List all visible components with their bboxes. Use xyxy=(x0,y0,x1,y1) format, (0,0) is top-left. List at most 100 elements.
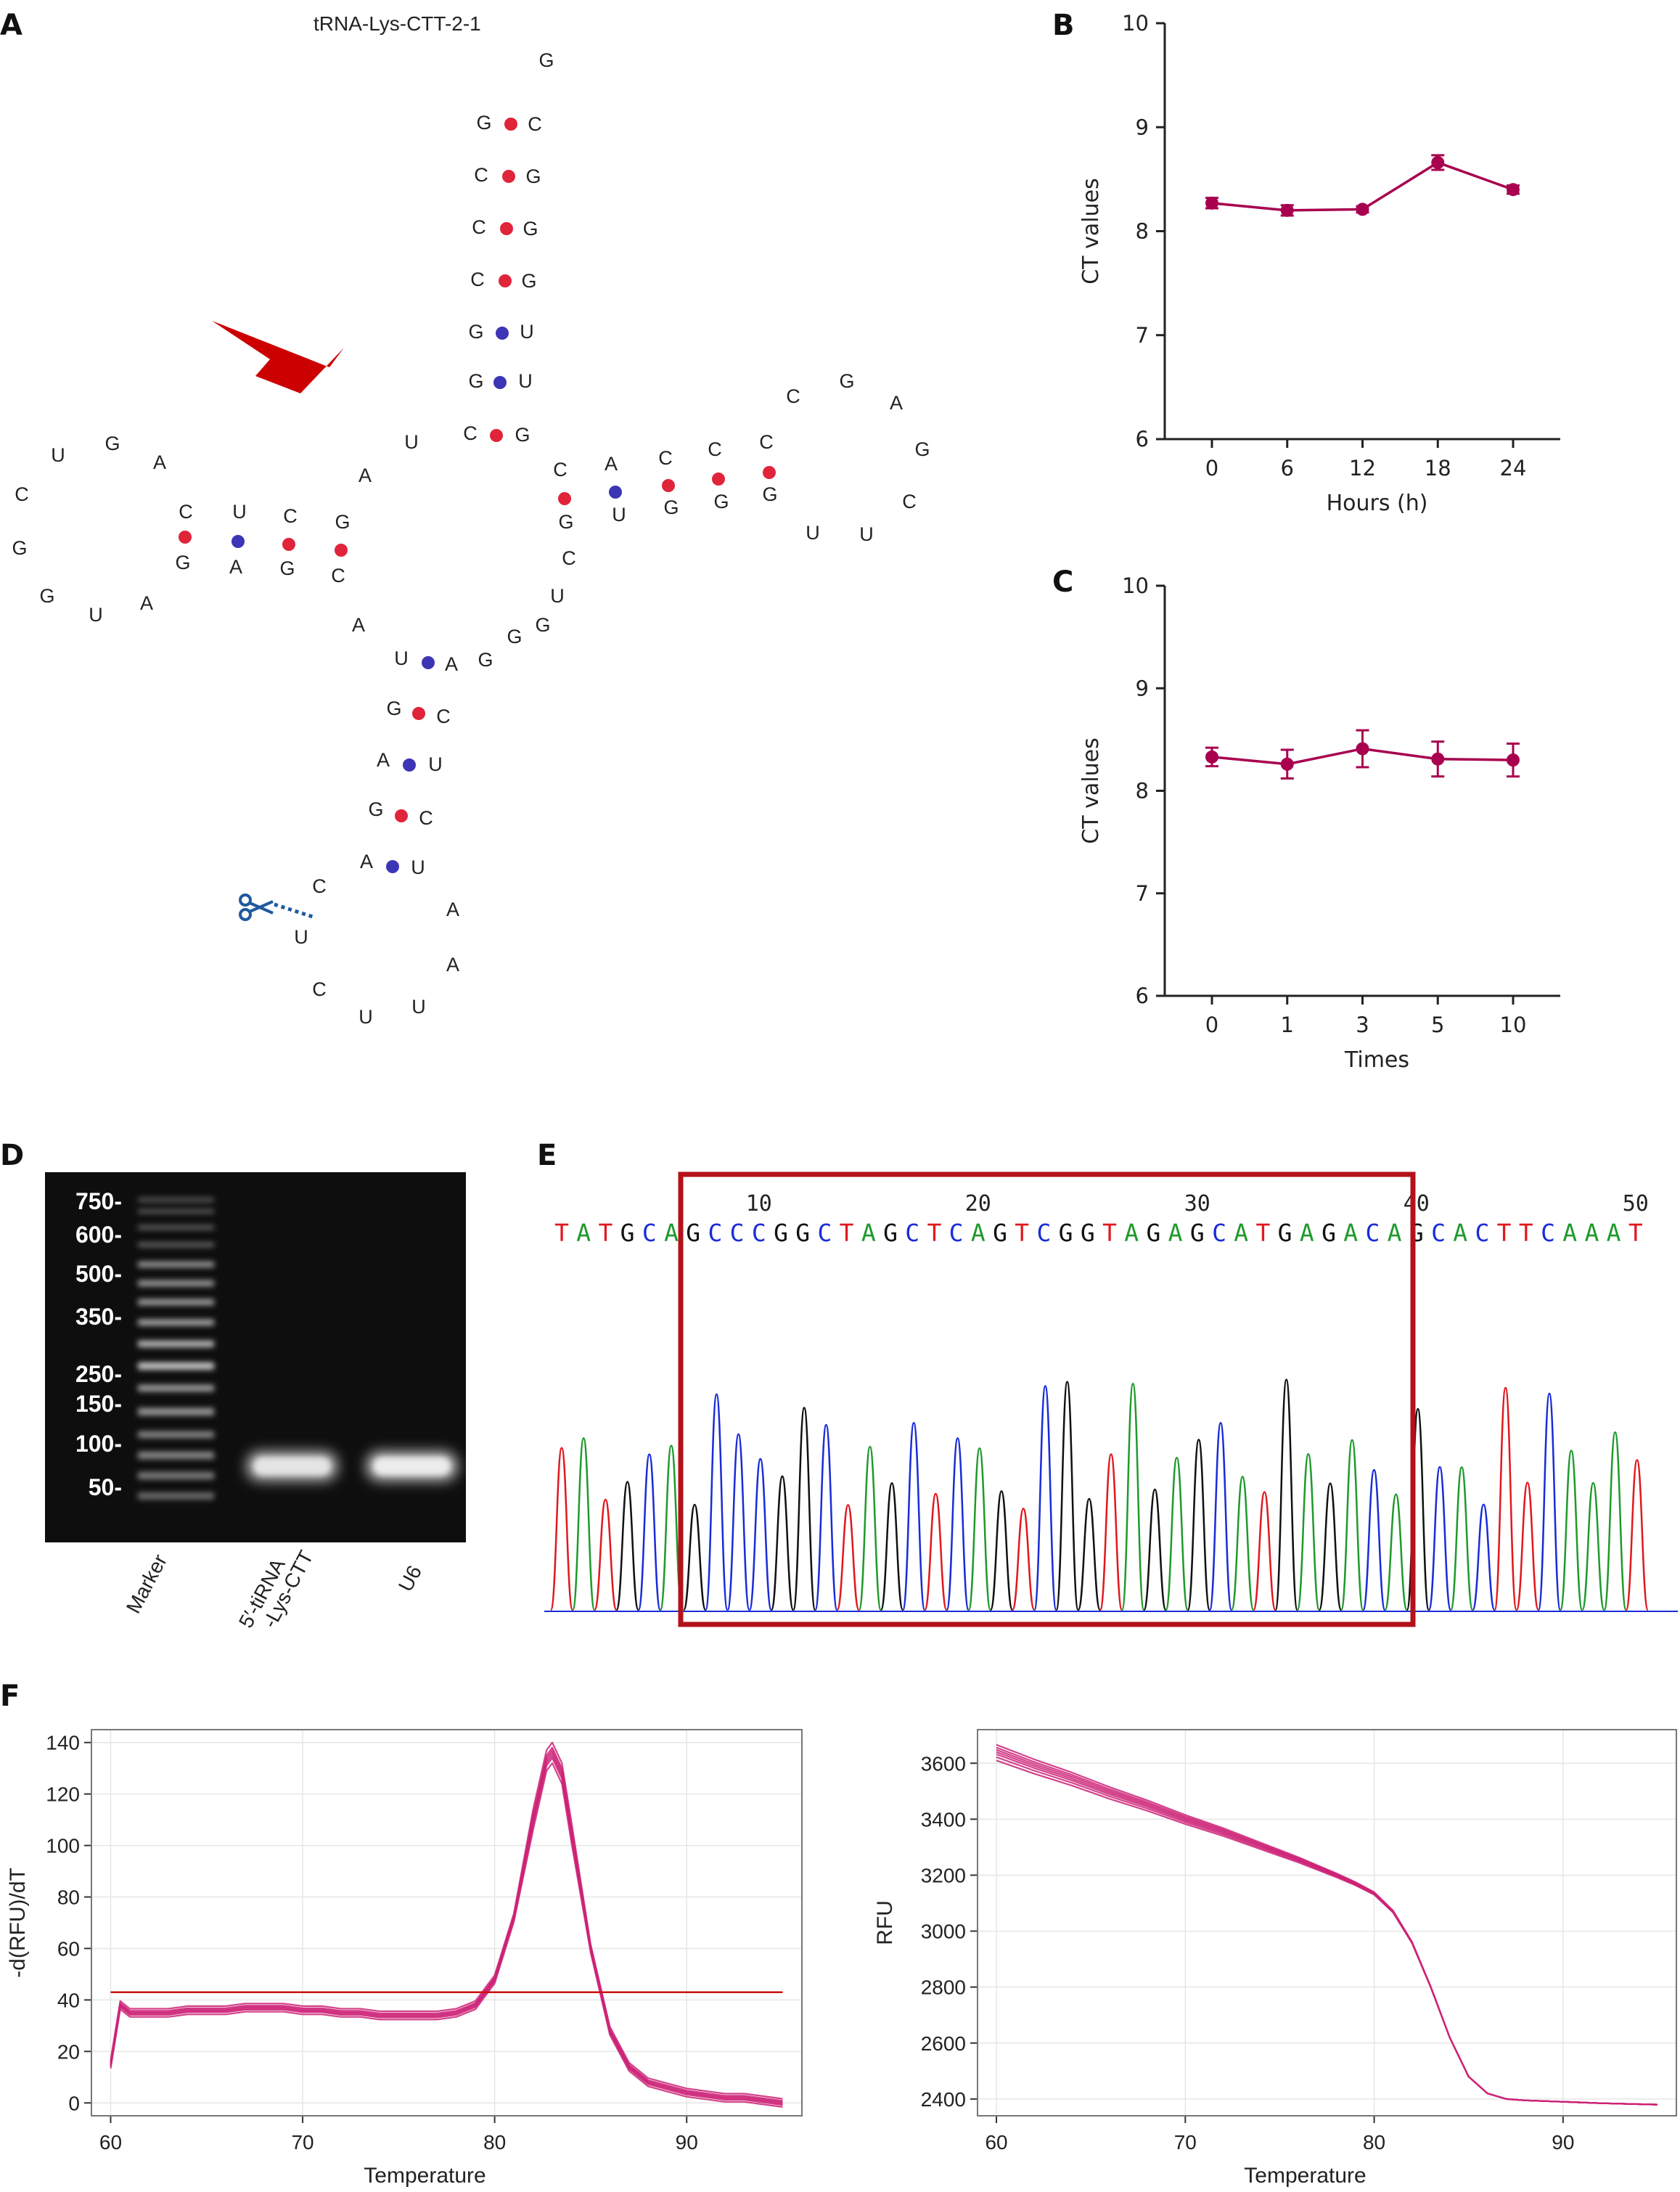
sequence-base: A xyxy=(1168,1219,1183,1247)
nucleotide: C xyxy=(331,565,345,586)
chromatogram-peak xyxy=(880,1482,904,1611)
base-pair-layer xyxy=(179,118,776,873)
sequence-base: T xyxy=(927,1219,941,1247)
chromatogram-peak xyxy=(1055,1381,1079,1611)
base-pair-gc xyxy=(490,429,503,442)
x-axis-label: Hours (h) xyxy=(1327,491,1428,516)
nucleotide: G xyxy=(663,496,679,518)
nucleotide: G xyxy=(762,483,777,505)
base-pair-gc xyxy=(662,479,675,492)
nucleotide: A xyxy=(360,851,373,872)
cleavage-arrow-icon xyxy=(212,321,344,393)
chromatogram-peak xyxy=(1253,1491,1277,1611)
sequence-base: T xyxy=(1519,1219,1533,1247)
nucleotide: A xyxy=(358,465,372,486)
nucleotide: C xyxy=(562,547,576,569)
base-pair-au xyxy=(386,860,399,873)
chromatogram-peak xyxy=(1208,1422,1233,1611)
chart-c: 6 7 8 9 10 0 1 3 5 10 Times CT values xyxy=(1078,573,1560,1073)
sequence-base: G xyxy=(1059,1219,1073,1247)
sequence-position: 10 xyxy=(746,1191,772,1216)
sequence-base: C xyxy=(708,1219,722,1247)
nucleotide: U xyxy=(806,522,820,544)
sequence-base: A xyxy=(861,1219,876,1247)
sequence-base: C xyxy=(1431,1219,1446,1247)
x-axis-label: Temperature xyxy=(1244,2164,1366,2188)
melt-trace xyxy=(996,1743,1658,2106)
melt-trace xyxy=(110,1746,783,2102)
sequence-base: T xyxy=(840,1219,854,1247)
y-tick-label: 2800 xyxy=(921,1976,966,1999)
nucleotide: U xyxy=(394,647,409,669)
base-pair-gc xyxy=(412,707,425,720)
sequence-base: C xyxy=(752,1219,766,1247)
base-pair-gc xyxy=(504,118,517,131)
sequence-base: T xyxy=(1015,1219,1029,1247)
chromatogram-peak xyxy=(946,1437,970,1611)
y-tick-label: 100 xyxy=(46,1835,80,1857)
chromatogram-peak xyxy=(1384,1493,1408,1611)
base-pair-gc xyxy=(335,544,348,557)
x-tick-label: 10 xyxy=(1500,1013,1527,1037)
nucleotide: G xyxy=(476,112,491,134)
nucleotide: C xyxy=(312,978,327,1000)
chromatogram-peak xyxy=(549,1447,574,1611)
nucleotide: U xyxy=(294,926,308,948)
sequence-base: A xyxy=(1562,1219,1577,1247)
x-tick-label: 0 xyxy=(1205,456,1218,480)
sequence-base: A xyxy=(1607,1219,1621,1247)
plot-area xyxy=(977,1729,1677,2117)
nucleotide: A xyxy=(446,899,459,920)
nucleotide: C xyxy=(15,483,29,505)
nucleotide: A xyxy=(446,954,459,976)
nucleotide: U xyxy=(89,604,103,626)
chromatogram-peak xyxy=(1340,1439,1364,1611)
sequence-base: A xyxy=(664,1219,679,1247)
sequence-base: C xyxy=(1541,1219,1555,1247)
nucleotide: A xyxy=(377,749,390,771)
sequence-base: G xyxy=(686,1219,700,1247)
chromatogram-peak xyxy=(1274,1378,1298,1611)
nucleotide: G xyxy=(335,511,350,533)
nucleotide: G xyxy=(468,321,483,343)
sequence-base: C xyxy=(642,1219,657,1247)
nucleotide: G xyxy=(468,370,483,392)
x-tick-label: 24 xyxy=(1500,456,1527,480)
sequence-base: A xyxy=(1234,1219,1248,1247)
sequence-base: G xyxy=(1278,1219,1292,1247)
y-tick-label: 3000 xyxy=(921,1921,966,1943)
y-tick-label: 140 xyxy=(46,1732,80,1754)
base-pair-gc xyxy=(712,473,725,486)
gel-sample-bands xyxy=(247,1452,457,1481)
melt-trace xyxy=(110,1762,783,2108)
x-tick-label: 5 xyxy=(1431,1013,1444,1037)
marker-size-label: 100- xyxy=(75,1431,122,1457)
sequence-base: C xyxy=(730,1219,745,1247)
y-tick-label: 7 xyxy=(1136,323,1149,348)
y-tick-label: 9 xyxy=(1136,676,1149,700)
chromatogram-peak xyxy=(637,1453,662,1611)
chromatogram-peak xyxy=(792,1407,816,1611)
sequence-base: T xyxy=(1255,1219,1270,1247)
chromatogram-peak xyxy=(1230,1476,1255,1611)
nucleotide: C xyxy=(528,113,542,135)
nucleotide: A xyxy=(890,392,903,414)
nucleotide: G xyxy=(523,218,538,240)
sequence-base: A xyxy=(1124,1219,1139,1247)
y-tick-label: 8 xyxy=(1136,219,1149,244)
panel-b: B 6 7 8 9 10 0 6 12 18 24 Hours (h) CT values xyxy=(1052,9,1560,516)
nucleotide: G xyxy=(713,491,729,512)
chromatogram-peak xyxy=(901,1422,926,1611)
data-point xyxy=(1356,742,1369,756)
chromatogram-peak xyxy=(989,1490,1014,1611)
melt-trace xyxy=(110,1751,783,2104)
nucleotide: C xyxy=(553,459,567,480)
base-pair-gu xyxy=(493,376,507,389)
gel-lane-labels: Marker 5′-tiRNA -Lys-CTT U6 xyxy=(122,1547,426,1632)
base-pair-au xyxy=(422,656,435,669)
chromatogram-peak xyxy=(1187,1439,1211,1611)
nucleotide: C xyxy=(472,216,486,238)
nucleotide: U xyxy=(550,585,565,607)
